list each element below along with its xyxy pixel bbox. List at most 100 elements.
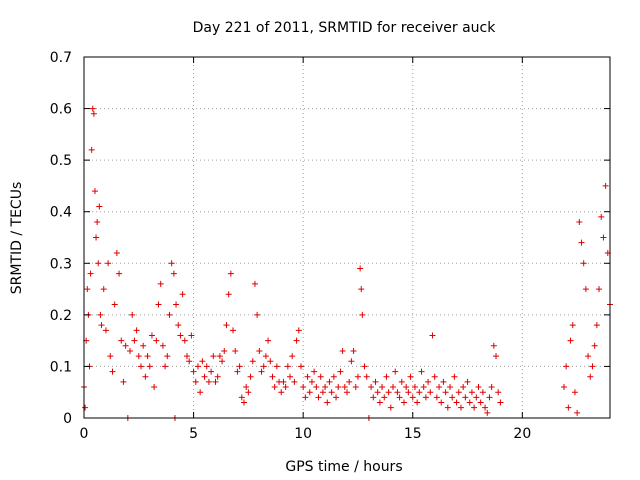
data-point xyxy=(422,394,429,401)
data-point xyxy=(600,234,607,241)
data-point xyxy=(90,110,97,117)
data-point xyxy=(497,399,504,406)
data-point xyxy=(457,404,464,411)
data-point xyxy=(563,363,570,370)
data-point xyxy=(315,394,322,401)
data-point xyxy=(280,378,287,385)
data-point xyxy=(133,327,140,334)
data-point xyxy=(359,311,366,318)
data-points-layer xyxy=(81,105,613,421)
data-point xyxy=(420,384,427,391)
data-point xyxy=(300,384,307,391)
data-point xyxy=(151,384,158,391)
data-point xyxy=(344,389,350,396)
x-tick-label: 20 xyxy=(513,426,531,442)
data-point xyxy=(197,389,204,396)
data-point xyxy=(585,353,592,360)
data-point xyxy=(361,363,368,370)
data-point xyxy=(184,353,191,360)
data-point xyxy=(267,358,274,365)
data-point xyxy=(374,389,381,396)
data-point xyxy=(490,342,497,349)
data-point xyxy=(302,394,309,401)
data-point xyxy=(262,353,269,360)
data-point xyxy=(295,327,302,334)
data-point xyxy=(146,363,153,370)
data-point xyxy=(576,219,583,226)
data-point xyxy=(88,146,95,153)
data-point xyxy=(471,404,478,411)
data-point xyxy=(247,373,254,380)
data-point xyxy=(429,332,436,339)
data-point xyxy=(350,347,357,354)
data-point xyxy=(269,373,276,380)
data-point xyxy=(225,291,232,298)
data-point xyxy=(194,363,201,370)
data-point xyxy=(593,322,600,329)
data-point xyxy=(596,286,603,293)
data-point xyxy=(602,182,609,189)
data-point xyxy=(328,389,335,396)
data-point xyxy=(175,322,182,329)
data-point xyxy=(304,373,311,380)
data-point xyxy=(455,389,462,396)
data-point xyxy=(170,270,177,277)
data-point xyxy=(256,347,263,354)
data-point xyxy=(98,322,105,329)
data-point xyxy=(348,358,355,365)
axes-layer: 0 5 10 15 20 0 0.1 0.2 0.3 0.4 0.5 0.6 0.7 xyxy=(50,50,610,442)
data-point xyxy=(433,394,440,401)
data-point xyxy=(258,368,265,375)
data-point xyxy=(122,342,129,349)
data-point xyxy=(97,311,104,318)
data-point xyxy=(203,363,210,370)
data-point xyxy=(418,368,425,375)
y-tick-label: 0.2 xyxy=(50,308,72,324)
data-point xyxy=(243,384,250,391)
data-point xyxy=(107,353,114,360)
data-point xyxy=(438,399,445,406)
data-point xyxy=(488,384,495,391)
data-point xyxy=(271,384,278,391)
data-point xyxy=(482,404,489,411)
data-point xyxy=(91,188,98,195)
data-point xyxy=(387,404,394,411)
data-point xyxy=(587,373,594,380)
data-point xyxy=(427,389,434,396)
data-point xyxy=(129,311,136,318)
data-point xyxy=(199,358,206,365)
data-point xyxy=(385,389,392,396)
data-point xyxy=(403,384,410,391)
data-point xyxy=(486,394,493,401)
data-point xyxy=(333,394,340,401)
data-point xyxy=(140,342,147,349)
data-point xyxy=(153,337,160,344)
y-tick-label: 0.1 xyxy=(50,359,72,375)
data-point xyxy=(477,399,484,406)
data-point xyxy=(95,260,102,267)
data-point xyxy=(230,327,237,334)
data-point xyxy=(89,105,96,112)
data-point xyxy=(330,373,337,380)
data-point xyxy=(127,347,134,354)
data-point xyxy=(87,270,94,277)
y-tick-label: 0.4 xyxy=(50,205,72,221)
data-point xyxy=(444,404,451,411)
y-tick-label: 0.7 xyxy=(50,50,72,66)
data-point xyxy=(358,286,365,293)
data-point xyxy=(569,322,576,329)
x-tick-label: 10 xyxy=(294,426,312,442)
y-tick-label: 0.3 xyxy=(50,256,72,272)
data-point xyxy=(400,399,407,406)
data-point xyxy=(293,337,300,344)
data-point xyxy=(102,327,109,334)
data-point xyxy=(339,347,346,354)
data-point xyxy=(135,353,142,360)
data-point xyxy=(390,384,397,391)
data-point xyxy=(186,358,193,365)
data-point xyxy=(368,384,375,391)
data-point xyxy=(464,378,471,385)
data-point xyxy=(308,378,315,385)
data-point xyxy=(212,378,219,385)
data-point xyxy=(166,311,173,318)
